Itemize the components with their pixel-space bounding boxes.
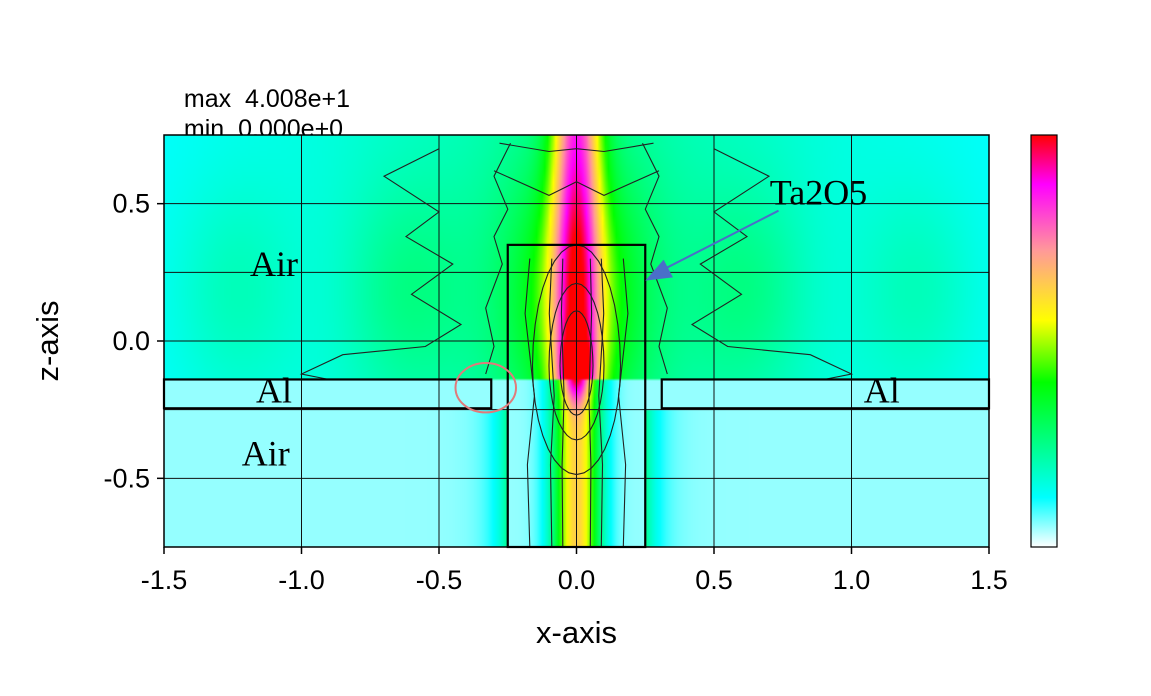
grid-lines <box>164 135 989 547</box>
contour-line <box>598 258 605 547</box>
material-label: Ta2O5 <box>770 173 867 213</box>
contour-line <box>299 148 463 381</box>
x-tick-label: -1.5 <box>141 565 188 595</box>
x-tick-label: 1.5 <box>970 565 1008 595</box>
max-stat: max 4.008e+1 <box>170 62 350 112</box>
z-axis-label: z-axis <box>30 301 65 382</box>
contour-line <box>493 170 660 197</box>
contour-line <box>588 258 593 547</box>
highlight-ellipse <box>454 361 517 414</box>
x-tick-label: -0.5 <box>416 565 463 595</box>
colorbar-scale <box>1030 134 1058 548</box>
z-tick-label: 0.0 <box>112 326 150 356</box>
contour-line <box>485 142 511 375</box>
region-label: Air <box>250 244 298 284</box>
contour-line <box>560 258 565 547</box>
region-label: Al <box>864 370 900 410</box>
x-tick-label: -1.0 <box>278 565 325 595</box>
contour-line <box>548 258 555 547</box>
contour-line <box>690 148 854 381</box>
contour-line <box>524 258 535 547</box>
contour-line <box>499 142 654 153</box>
contour-line <box>618 258 629 547</box>
region-label: Al <box>256 370 292 410</box>
colorbar <box>1030 134 1058 548</box>
annotations: Air Al Air Al Ta2O5 <box>242 173 900 474</box>
arrow-shaft <box>658 209 779 273</box>
arrow-head <box>645 259 673 281</box>
max-label: max <box>183 85 232 113</box>
x-tick-label: 1.0 <box>833 565 871 595</box>
contour-line <box>642 142 668 375</box>
contour-line <box>559 310 594 416</box>
z-tick-label: -0.5 <box>103 463 150 493</box>
max-value: 4.008e+1 <box>245 85 351 113</box>
contour-lines <box>299 142 854 547</box>
region-label: Air <box>242 434 290 474</box>
contour-line <box>531 244 622 476</box>
z-tick-label: 0.5 <box>112 189 150 219</box>
x-axis-label: x-axis <box>536 615 617 650</box>
x-tick-label: 0.5 <box>695 565 733 595</box>
x-tick-label: 0.0 <box>558 565 596 595</box>
axis-ticks: -1.5 -1.0 -0.5 0.0 0.5 1.0 1.5 0.5 0.0 -0.5 <box>103 189 1007 595</box>
